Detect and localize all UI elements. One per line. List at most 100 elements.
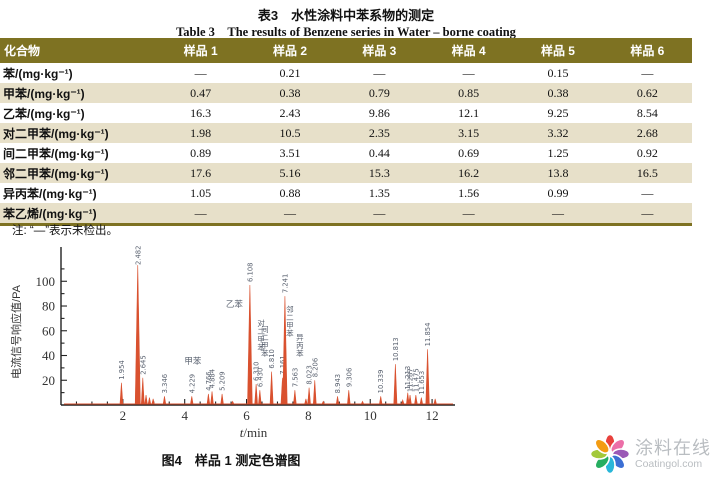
peak-rt-label: 2.645: [139, 355, 147, 374]
pinwheel-logo-icon: [589, 433, 631, 475]
table-row: 对二甲苯/(mg·kg⁻¹) 1.98 10.5 2.35 3.15 3.32 2.68: [0, 123, 692, 143]
value-cell: 2.35: [368, 125, 390, 140]
peak-rt-label: 1.954: [118, 360, 126, 379]
peak: [304, 398, 308, 405]
peak: [254, 383, 258, 405]
value-cell: 16.3: [190, 105, 212, 120]
peak: [307, 387, 311, 405]
peak-rt-label: 8.206: [311, 358, 319, 377]
peak-rt-label: 2.482: [134, 246, 142, 265]
peak: [406, 392, 410, 405]
peak-compound-char: 苯: [261, 348, 269, 358]
table-row: 邻二甲苯/(mg·kg⁻¹) 17.6 5.16 15.3 16.2 13.8 16.5: [0, 163, 692, 183]
value-cell: 1.25: [547, 145, 569, 160]
peak-rt-label: 7.161: [279, 355, 287, 374]
value-cell: —: [641, 205, 654, 220]
value-cell: —: [373, 205, 386, 220]
y-tick-label: 60: [42, 323, 55, 338]
peak: [401, 399, 405, 405]
peak-rt-label: 7.241: [281, 274, 289, 293]
chromatogram-figure: 20 40 60 80 100 2 4 6 8 10 12 电流信号响应值/PA t/min 1.954 2…: [6, 243, 466, 443]
value-cell: 16.2: [458, 165, 480, 180]
value-cell: 17.6: [190, 165, 212, 180]
peak: [379, 396, 383, 405]
peak-rt-label: 11.475: [412, 368, 420, 392]
x-tick-label: 2: [120, 408, 127, 423]
value-cell: 16.5: [636, 165, 658, 180]
compound-cell: 异丙苯/(mg·kg⁻¹): [3, 186, 97, 201]
compound-cell: 苯/(mg·kg⁻¹): [3, 66, 73, 81]
peak: [347, 390, 351, 405]
peak-compound-char: 甲: [286, 321, 294, 330]
x-tick-label: 4: [181, 408, 188, 423]
peak: [414, 395, 418, 405]
value-cell: 0.89: [190, 145, 212, 160]
coatingol-logo: 涂料在线 Coatingol.com: [589, 431, 715, 477]
peak-compound-char: 二: [286, 313, 294, 322]
peak: [360, 400, 365, 405]
peak: [190, 396, 194, 405]
peak-rt-label: 11.287: [407, 368, 415, 392]
peak: [282, 296, 288, 405]
value-cell: 0.38: [547, 85, 569, 100]
header-row: 化合物 样品 1 样品 2 样品 3 样品 4 样品 5 样品 6: [0, 38, 692, 63]
peak: [220, 393, 224, 405]
peak-rt-label: 9.306: [345, 368, 353, 387]
value-cell: 9.25: [547, 105, 569, 120]
column-header: 样品 2: [245, 38, 335, 63]
y-tick-label: 20: [42, 373, 55, 388]
peak-rt-label: 11.213: [404, 366, 412, 390]
peak: [147, 397, 152, 405]
peak: [408, 395, 412, 405]
logo-text: 涂料在线 Coatingol.com: [635, 439, 711, 470]
peak-rt-label: 8.023: [306, 365, 314, 384]
peak-rt-label: 10.339: [377, 370, 385, 394]
peak: [141, 377, 145, 405]
value-cell: 15.3: [368, 165, 390, 180]
peak: [162, 396, 167, 405]
table-row: 甲苯/(mg·kg⁻¹) 0.47 0.38 0.79 0.85 0.38 0.62: [0, 83, 692, 103]
column-header: 样品 1: [156, 38, 246, 63]
value-cell: 8.54: [636, 105, 658, 120]
value-cell: 0.44: [368, 145, 390, 160]
compound-cell: 苯乙烯/(mg·kg⁻¹): [3, 206, 97, 221]
value-cell: 0.15: [547, 65, 569, 80]
column-header: 样品 3: [334, 38, 424, 63]
peak: [313, 380, 317, 405]
peak-compound-char: 甲: [257, 335, 265, 344]
x-tick-label: 8: [305, 408, 312, 423]
value-cell: —: [194, 65, 207, 80]
value-cell: 1.56: [458, 185, 480, 200]
peak-rt-label: 4.884: [209, 369, 217, 388]
y-tick-label: 40: [42, 348, 55, 363]
table-row: 异丙苯/(mg·kg⁻¹) 1.05 0.88 1.35 1.56 0.99 —: [0, 183, 692, 203]
column-header: 样品 4: [423, 38, 514, 63]
figure-caption: 图4 样品 1 测定色谱图: [161, 453, 301, 468]
value-cell: 0.92: [636, 145, 658, 160]
chromatogram-chart: 20 40 60 80 100 2 4 6 8 10 12 电流信号响应值/PA t/min 1.954 2…: [9, 246, 455, 440]
peak: [151, 398, 155, 405]
table-title-en: Table 3 The results of Benzene series in…: [176, 25, 516, 39]
peak-compound-char: 苯: [286, 328, 294, 338]
compound-cell: 邻二甲苯/(mg·kg⁻¹): [3, 166, 109, 181]
peak-compound-char: 邻: [286, 304, 294, 314]
value-cell: 0.21: [279, 65, 301, 80]
peak-compound-char: 二: [261, 333, 269, 342]
peak-rt-label: 6.310: [253, 361, 261, 380]
peak: [393, 364, 398, 405]
x-axis-label: t/min: [240, 425, 268, 440]
compound-cell: 对二甲苯/(mg·kg⁻¹): [3, 126, 109, 141]
value-cell: —: [194, 205, 207, 220]
peak: [321, 400, 325, 405]
value-cell: —: [462, 205, 475, 220]
peak: [230, 400, 235, 405]
value-cell: 0.62: [636, 85, 658, 100]
peak-compound-char: 甲: [261, 341, 269, 350]
value-cell: —: [373, 65, 386, 80]
peak: [258, 390, 262, 405]
logo-domain: Coatingol.com: [635, 457, 703, 470]
value-cell: 0.47: [190, 85, 212, 100]
peak: [144, 395, 148, 405]
peak-rt-label: 6.810: [268, 349, 276, 368]
